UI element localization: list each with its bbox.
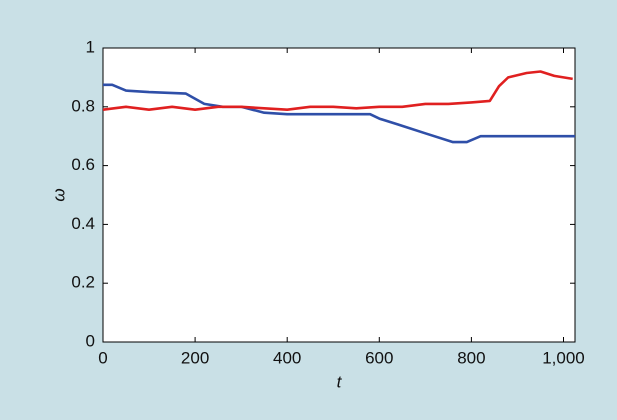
y-tick-label: 0.2 <box>71 273 95 292</box>
y-tick-label: 0.8 <box>71 96 95 115</box>
plot-area <box>102 47 576 343</box>
x-axis-label: t <box>337 372 343 391</box>
y-tick-label: 0.6 <box>71 155 95 174</box>
x-tick-label: 200 <box>181 348 209 367</box>
series-line <box>102 70 573 111</box>
x-tick-label: 400 <box>273 348 301 367</box>
y-tick-label: 1 <box>86 37 95 56</box>
y-axis-label: ω <box>49 188 68 201</box>
series-line <box>103 83 575 144</box>
x-tick-label: 600 <box>365 348 393 367</box>
x-tick-label: 0 <box>98 348 107 367</box>
x-tick-label: 800 <box>457 348 485 367</box>
y-tick-label: 0 <box>86 331 95 350</box>
x-tick-label: 1,000 <box>542 348 585 367</box>
y-tick-label: 0.4 <box>71 214 95 233</box>
